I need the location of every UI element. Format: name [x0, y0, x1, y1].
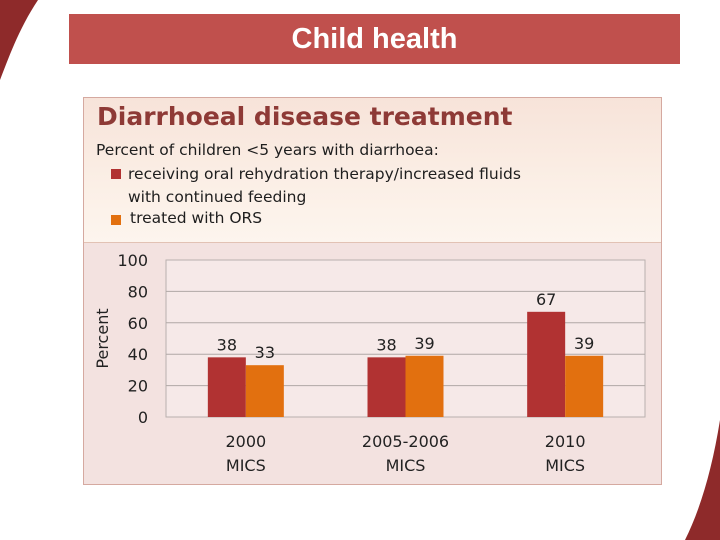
data-label-series-1: 38 — [376, 335, 396, 354]
y-tick-label: 100 — [117, 251, 148, 270]
bar-series-1 — [207, 357, 246, 417]
legend-label-series-2-line1: treated with ORS — [130, 209, 263, 227]
bar-series-2 — [245, 365, 284, 417]
y-axis-label: Percent — [93, 308, 112, 368]
x-tick-label: 2010 — [545, 432, 586, 451]
y-tick-label: 0 — [138, 408, 148, 427]
legend-swatch-series-1 — [111, 169, 121, 179]
bar-series-1 — [367, 357, 406, 417]
chart-header — [84, 98, 661, 243]
x-tick-label: 2005-2006 — [362, 432, 449, 451]
bar-series-2 — [565, 355, 604, 417]
bar-chart: 100 80 60 40 20 0 Percent 38 33 2000 MICS 38 39 2005-… — [93, 251, 646, 475]
chart-title: Diarrhoeal disease treatment — [97, 102, 513, 131]
y-tick-label: 20 — [128, 377, 148, 396]
legend-label-series-1-line1: receiving oral rehydration therapy/incre… — [128, 165, 521, 183]
y-tick-label: 80 — [128, 282, 148, 301]
legend-label-series-1: receiving oral rehydration therapy/incre… — [128, 163, 521, 209]
data-label-series-2: 39 — [574, 334, 594, 353]
legend-label-series-1-line2: with continued feeding — [128, 188, 307, 206]
x-tick-label: 2000 — [225, 432, 266, 451]
y-tick-label: 60 — [128, 314, 148, 333]
bar-series-1 — [527, 311, 566, 417]
chart-subtitle: Percent of children <5 years with diarrh… — [96, 141, 439, 159]
bar-series-2 — [405, 355, 444, 417]
slide-title-text: Child health — [291, 22, 458, 55]
data-label-series-2: 33 — [255, 343, 275, 362]
x-tick-label-line2: MICS — [226, 456, 266, 475]
data-label-series-1: 67 — [536, 290, 556, 309]
legend-label-series-2: treated with ORS — [130, 207, 262, 230]
y-tick-label: 40 — [128, 345, 148, 364]
data-label-series-2: 39 — [414, 334, 434, 353]
x-tick-label-line2: MICS — [545, 456, 585, 475]
x-tick-label-line2: MICS — [386, 456, 426, 475]
slide-title: Child health — [69, 14, 680, 64]
data-label-series-1: 38 — [217, 335, 237, 354]
legend-swatch-series-2 — [111, 215, 121, 225]
chart-card: Diarrhoeal disease treatment Percent of … — [83, 97, 662, 485]
